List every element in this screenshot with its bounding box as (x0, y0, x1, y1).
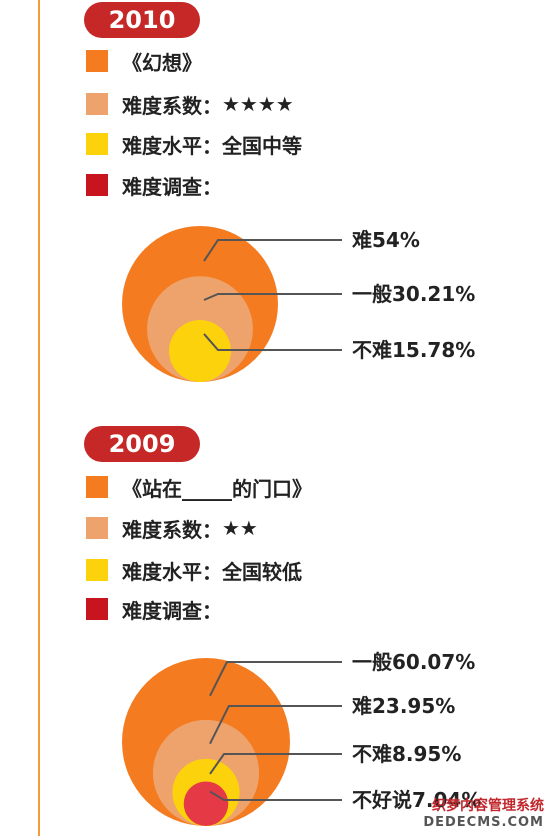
timeline-notch (38, 428, 50, 448)
leader-line (203, 239, 342, 262)
legend-item-title: 《幻想》 (86, 46, 202, 76)
legend-label: 难度水平： (122, 559, 222, 584)
data-label: 不难15.78% (352, 338, 475, 362)
data-label: 一般60.07% (352, 650, 475, 674)
data-label: 难23.95% (351, 694, 455, 718)
circle-不好说 (183, 781, 229, 826)
legend-value: 全国较低 (222, 559, 302, 584)
legend-value: ★★ (222, 516, 258, 540)
legend-swatch-light-orange (86, 517, 108, 539)
legend-swatch-yellow (86, 133, 108, 155)
legend-label: 难度调查： (122, 174, 222, 199)
year-badge: 2009 (84, 426, 200, 462)
legend-swatch-light-orange (86, 93, 108, 115)
year-badge: 2010 (84, 2, 200, 38)
circle-不难 (169, 320, 231, 382)
legend-swatch-orange (86, 476, 108, 498)
leader-line (203, 293, 342, 301)
legend-item-title: 《站在_____的门口》 (86, 472, 312, 502)
legend-item-difficulty-level: 难度水平： 全国较低 (86, 555, 302, 585)
legend-value: 全国中等 (222, 133, 302, 158)
leader-line (209, 753, 342, 775)
section-2009: 2009 《站在_____的门口》 难度系数： ★★ 难度水平： 全国较低 难度… (0, 420, 550, 836)
survey-chart-2010: 难54% 一般30.21% 不难15.78% (122, 226, 475, 382)
legend-swatch-yellow (86, 559, 108, 581)
legend-label: 难度系数： (122, 517, 222, 542)
data-label: 不好说7.04% (352, 788, 481, 812)
leader-line (209, 661, 342, 697)
legend-item-difficulty-survey: 难度调查： (86, 594, 222, 624)
leader-line (203, 333, 342, 351)
legend-item-difficulty-index: 难度系数： ★★★★ (86, 89, 294, 119)
data-label: 一般30.21% (352, 282, 475, 306)
watermark-line-2: DEDECMS.COM (423, 815, 544, 830)
data-label: 不难8.95% (352, 742, 461, 766)
data-label: 难54% (351, 228, 420, 252)
legend-label: 难度水平： (122, 133, 222, 158)
legend-item-difficulty-level: 难度水平： 全国中等 (86, 129, 302, 159)
legend-swatch-red (86, 174, 108, 196)
legend-item-difficulty-index: 难度系数： ★★ (86, 513, 258, 543)
legend-swatch-orange (86, 50, 108, 72)
legend-swatch-red (86, 598, 108, 620)
watermark-line-1: 织梦内容管理系统 (432, 798, 544, 814)
section-2010: 2010 《幻想》 难度系数： ★★★★ 难度水平： 全国中等 难度调查： 难5… (38, 2, 475, 382)
year-text: 2009 (108, 430, 176, 458)
leader-line (209, 705, 342, 745)
survey-chart-2009: 一般60.07% 难23.95% 不难8.95% 不好说7.04% (122, 650, 481, 826)
year-text: 2010 (108, 6, 176, 34)
legend-label: 《幻想》 (122, 50, 202, 75)
legend-value: ★★★★ (222, 92, 294, 116)
leader-line (209, 790, 342, 801)
legend-label: 《站在_____的门口》 (122, 476, 312, 501)
timeline-notch (38, 8, 50, 28)
legend-label: 难度系数： (122, 93, 222, 118)
legend-item-difficulty-survey: 难度调查： (86, 170, 222, 200)
watermark: 织梦内容管理系统 DEDECMS.COM (423, 795, 544, 830)
legend-label: 难度调查： (122, 598, 222, 623)
timeline-line (38, 0, 40, 836)
